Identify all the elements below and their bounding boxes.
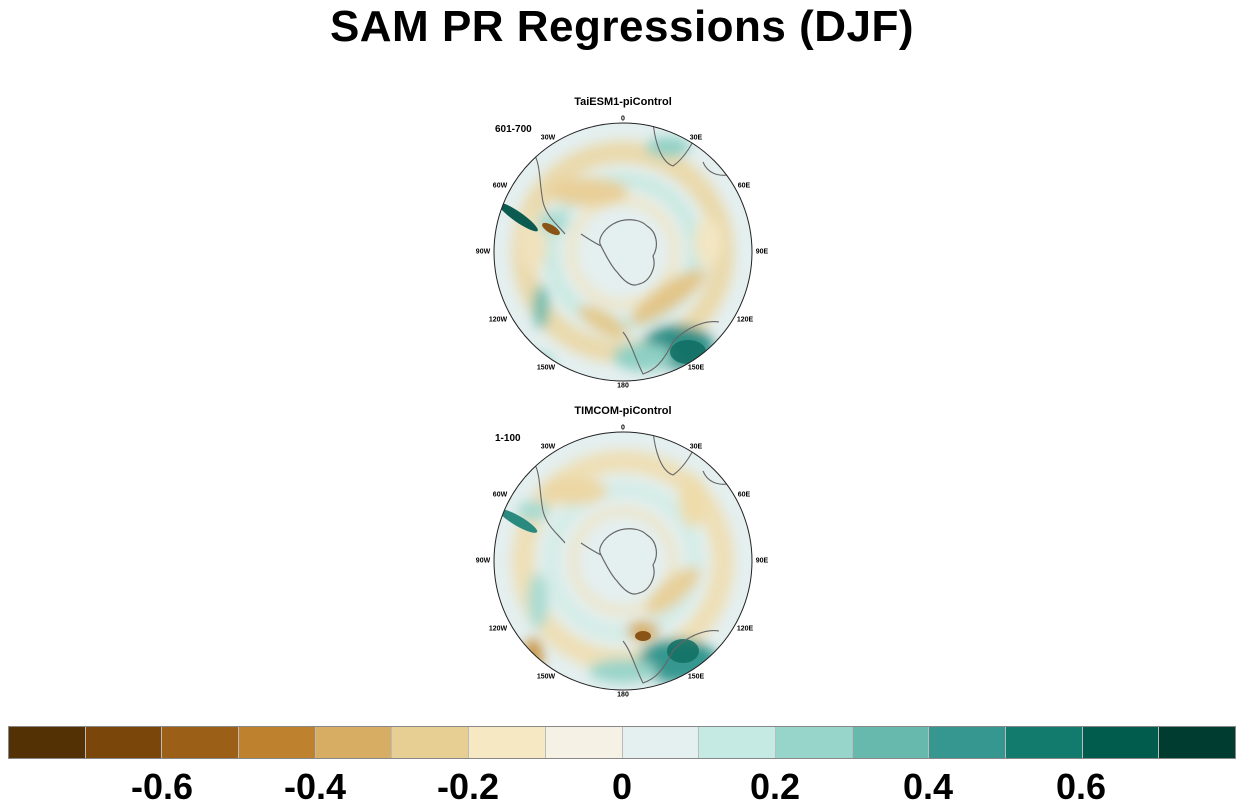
colorbar-tick-label: 0	[611, 766, 633, 807]
colorbar-box	[775, 727, 853, 758]
colorbar-box	[469, 727, 546, 758]
period-label-timcom: 1-100	[495, 433, 521, 444]
lon-label: 120W	[488, 316, 508, 324]
period-label-taiesm1: 601-700	[495, 124, 532, 135]
colorbar-box	[699, 727, 776, 758]
colorbar-tick-label: 0.6	[1055, 766, 1107, 807]
lon-label: 90W	[475, 557, 491, 565]
colorbar	[8, 726, 1236, 759]
lon-label: 30E	[689, 134, 703, 142]
lon-label: 0	[621, 115, 625, 123]
colorbar-tick-label: 0.2	[749, 766, 801, 807]
polar-map-timcom	[493, 431, 753, 691]
colorbar-box	[315, 727, 393, 758]
polar-map-taiesm1	[493, 122, 753, 382]
lon-label: 0	[621, 424, 625, 432]
colorbar-box	[929, 727, 1006, 758]
lon-label: 150E	[687, 673, 705, 681]
colorbar-box	[1082, 727, 1160, 758]
lon-label: 90W	[475, 248, 491, 256]
lon-label: 120E	[736, 625, 754, 633]
lon-label: 90E	[755, 557, 769, 565]
lon-label: 30W	[540, 134, 556, 142]
figure-title: SAM PR Regressions (DJF)	[329, 2, 915, 51]
lon-label: 120W	[488, 625, 508, 633]
lon-label: 120E	[736, 316, 754, 324]
lon-label: 150W	[536, 673, 556, 681]
lon-label: 60E	[737, 182, 751, 190]
colorbar-box	[622, 727, 700, 758]
colorbar-box	[239, 727, 316, 758]
colorbar-box	[85, 727, 163, 758]
colorbar-tick-label: -0.4	[283, 766, 347, 807]
colorbar-box	[545, 727, 623, 758]
lon-label: 60W	[492, 182, 508, 190]
panel-title-timcom: TIMCOM-piControl	[574, 405, 672, 417]
colorbar-box	[392, 727, 470, 758]
colorbar-tick-label: -0.2	[436, 766, 500, 807]
colorbar-box	[9, 727, 86, 758]
colorbar-box	[852, 727, 930, 758]
colorbar-tick-label: -0.6	[130, 766, 194, 807]
colorbar-box	[162, 727, 240, 758]
lon-label: 60W	[492, 491, 508, 499]
lon-label: 90E	[755, 248, 769, 256]
lon-label: 180	[617, 691, 629, 699]
colorbar-tick-label: 0.4	[902, 766, 954, 807]
lon-label: 30W	[540, 443, 556, 451]
lon-label: 60E	[737, 491, 751, 499]
lon-label: 180	[617, 382, 629, 390]
lon-label: 150E	[687, 364, 705, 372]
colorbar-box	[1005, 727, 1083, 758]
lon-label: 30E	[689, 443, 703, 451]
panel-title-taiesm1: TaiESM1-piControl	[574, 96, 672, 108]
lon-label: 150W	[536, 364, 556, 372]
colorbar-box	[1159, 727, 1235, 758]
